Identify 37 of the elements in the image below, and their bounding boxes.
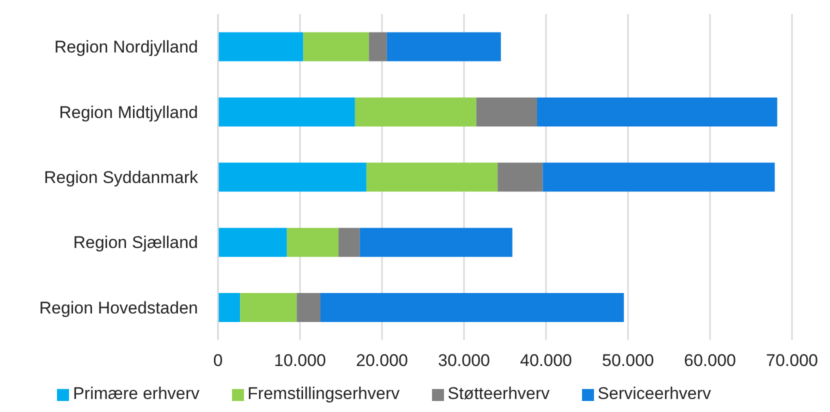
bar: [296, 293, 320, 322]
bar: [366, 162, 498, 192]
bar: [218, 32, 304, 62]
bar: [354, 97, 476, 126]
x-tick-label: 60.000: [684, 351, 736, 370]
legend-label: Primære erhverv: [72, 384, 200, 403]
x-tick-label: 50.000: [602, 351, 654, 370]
y-tick-label: Region Midtjylland: [59, 102, 198, 122]
bar: [338, 228, 360, 257]
x-tick-label: 10.000: [274, 351, 326, 370]
bar: [536, 97, 778, 126]
legend-label: Serviceerhverv: [598, 384, 712, 403]
bar: [286, 228, 339, 257]
bar: [320, 293, 624, 322]
bar: [240, 293, 297, 322]
legend-label: Støtteerhverv: [448, 384, 550, 403]
bar: [218, 162, 366, 192]
x-tick-label: 40.000: [520, 351, 572, 370]
bar: [218, 293, 240, 322]
bar: [303, 32, 369, 62]
bar: [218, 97, 355, 126]
y-tick-label: Region Nordjylland: [54, 38, 198, 57]
bar: [360, 228, 512, 257]
x-tick-label: 20.000: [356, 351, 408, 370]
y-tick-label: Region Hovedstaden: [39, 298, 198, 318]
bar: [368, 32, 387, 62]
x-tick-label: 30.000: [438, 351, 490, 370]
y-tick-label: Region Sjælland: [73, 233, 198, 252]
bar: [498, 162, 543, 192]
bar: [476, 97, 537, 126]
x-tick-label: 0: [213, 351, 223, 370]
x-tick-label: 70.000: [766, 351, 818, 370]
y-tick-label: Region Syddanmark: [44, 168, 198, 188]
bar: [218, 228, 287, 257]
legend-label: Fremstillingserhverv: [248, 384, 400, 403]
bar: [542, 162, 775, 192]
bar: [386, 32, 501, 62]
